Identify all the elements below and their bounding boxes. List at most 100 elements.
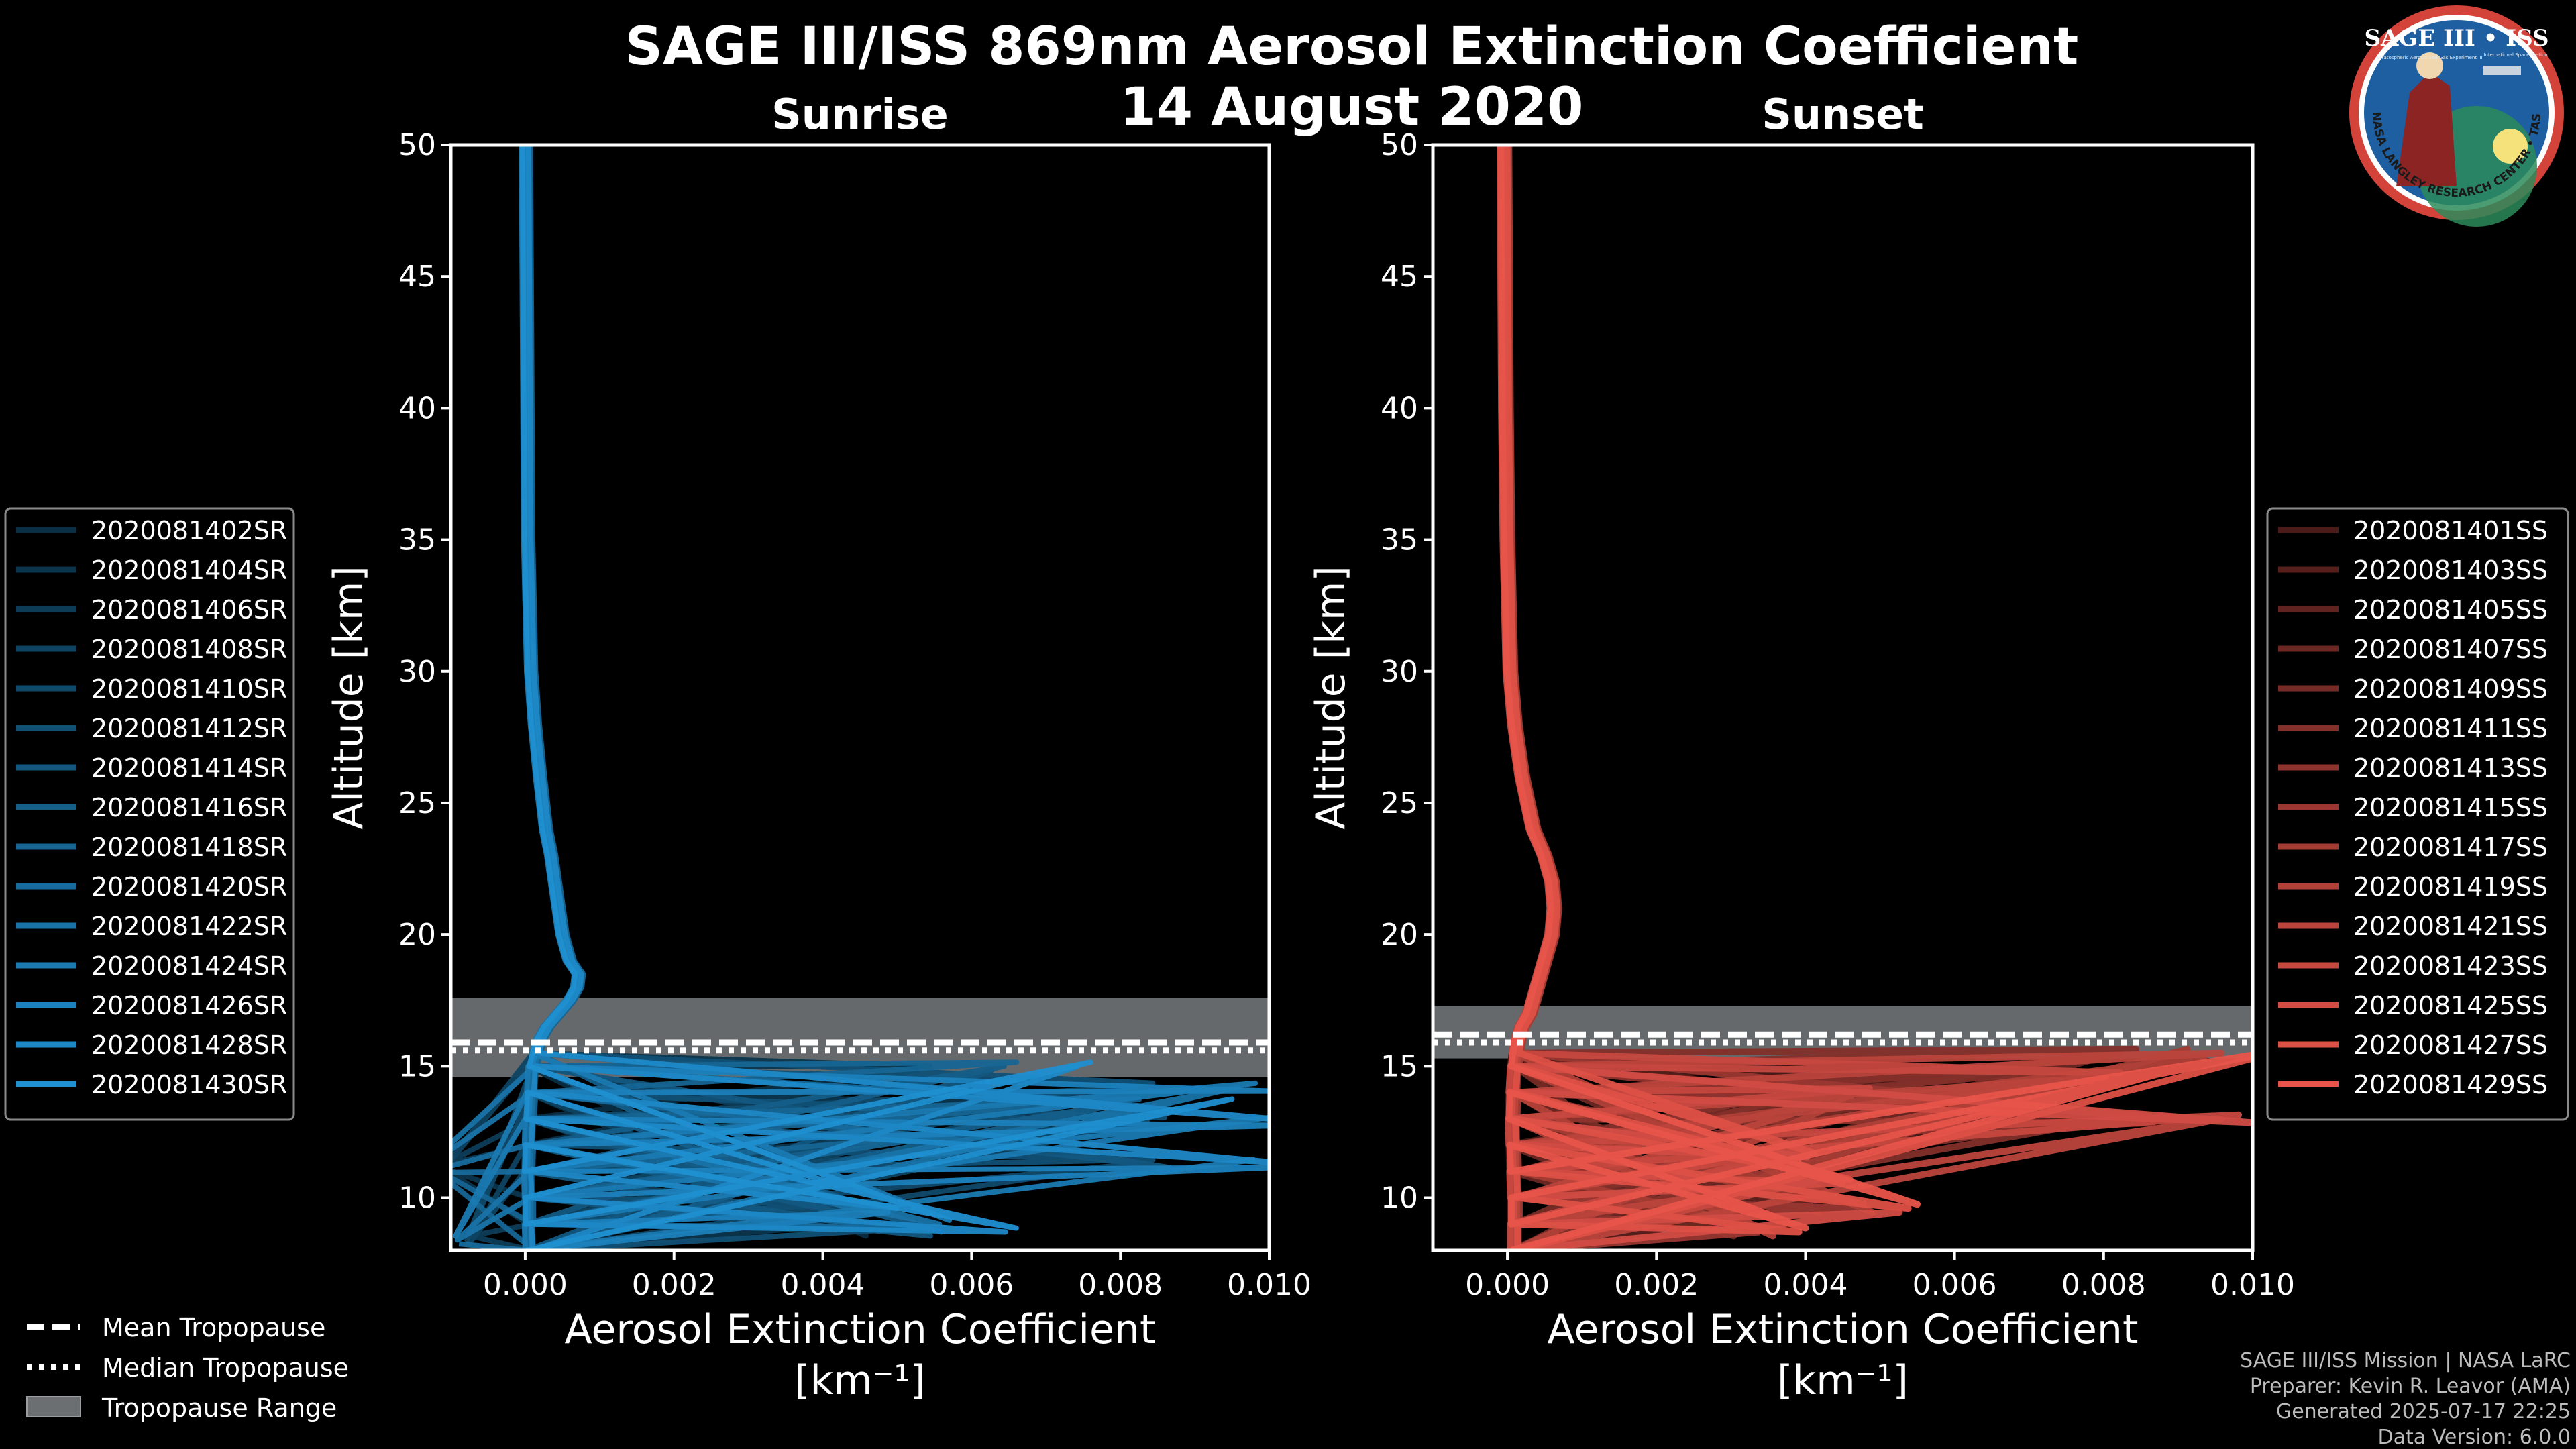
legend-label: 2020081404SR xyxy=(91,555,287,585)
y-tick-label: 15 xyxy=(398,1049,436,1083)
x-tick-label: 0.004 xyxy=(1763,1268,1847,1302)
sunrise-panel: Sunrise 10 15 20 25 30 35 40 45 50 0.000 0.002 0.004… xyxy=(325,90,1311,1404)
chart-title-line2: 14 August 2020 xyxy=(1120,77,1584,138)
logo-figure-head xyxy=(2416,52,2443,79)
logo-sun xyxy=(2493,129,2528,164)
y-tick-label: 35 xyxy=(1381,523,1418,557)
legend-label: 2020081418SR xyxy=(91,833,287,862)
x-tick-label: 0.010 xyxy=(1227,1268,1311,1302)
x-axis-units: [km⁻¹] xyxy=(794,1357,926,1404)
x-tick-label: 0.006 xyxy=(1913,1268,1997,1302)
sage-iii-iss-logo: SAGE III • ISS Stratospheric Aerosol and… xyxy=(2349,5,2564,227)
logo-figure-shape xyxy=(2396,72,2457,186)
legend-label: 2020081415SS xyxy=(2353,793,2548,822)
y-tick-label: 20 xyxy=(1381,918,1418,952)
sunrise-subtitle: Sunrise xyxy=(771,90,949,139)
x-tick-label: 0.000 xyxy=(483,1268,568,1302)
y-tick-label: 50 xyxy=(1381,128,1418,162)
logo-small-left: Stratospheric Aerosol and Gas Experiment… xyxy=(2377,55,2482,60)
y-tick-label: 40 xyxy=(1381,391,1418,425)
footer-preparer: Preparer: Kevin R. Leavor (AMA) xyxy=(2250,1375,2571,1398)
x-tick-label: 0.000 xyxy=(1465,1268,1550,1302)
mean-tropopause-legend-label: Mean Tropopause xyxy=(102,1313,325,1342)
legend-label: 2020081412SR xyxy=(91,714,287,743)
y-tick-label: 25 xyxy=(398,786,436,820)
profile-2020081430SR xyxy=(519,145,1235,1250)
legend-label: 2020081428SR xyxy=(91,1030,287,1060)
legend-label: 2020081402SR xyxy=(91,516,287,545)
x-axis-units: [km⁻¹] xyxy=(1777,1357,1909,1404)
legend-label: 2020081430SR xyxy=(91,1070,287,1099)
median-tropopause-legend-label: Median Tropopause xyxy=(102,1353,349,1383)
logo-small-right: International Space Station xyxy=(2483,52,2547,58)
x-tick-label: 0.004 xyxy=(781,1268,865,1302)
legend-label: 2020081419SS xyxy=(2353,872,2548,902)
tropopause-range-legend-patch xyxy=(26,1396,81,1417)
y-tick-label: 10 xyxy=(1381,1181,1418,1216)
legend-label: 2020081422SR xyxy=(91,912,287,941)
y-tick-label: 10 xyxy=(398,1181,436,1216)
chart-title-line1: SAGE III/ISS 869nm Aerosol Extinction Co… xyxy=(625,17,2079,77)
legend-label: 2020081411SS xyxy=(2353,714,2548,743)
legend-label: 2020081421SS xyxy=(2353,912,2548,941)
x-tick-label: 0.008 xyxy=(1078,1268,1163,1302)
legend-label: 2020081401SS xyxy=(2353,516,2548,545)
profile-lines xyxy=(451,145,1269,1250)
profile-2020081428SR xyxy=(526,145,1269,1250)
legend-label: 2020081409SS xyxy=(2353,674,2548,704)
sunset-panel: Sunset 10 15 20 25 30 35 40 45 50 0.000 0.002 0.004 0… xyxy=(1307,90,2295,1404)
x-axis-label: Aerosol Extinction Coefficient xyxy=(1548,1306,2139,1353)
footer-version: Data Version: 6.0.0 xyxy=(2378,1426,2571,1449)
legend-label: 2020081413SS xyxy=(2353,753,2548,783)
x-tick-label: 0.010 xyxy=(2210,1268,2295,1302)
y-tick-label: 45 xyxy=(1381,260,1418,294)
profile-2020081429SS xyxy=(1497,145,2253,1250)
legend-label: 2020081423SS xyxy=(2353,951,2548,981)
y-tick-label: 30 xyxy=(1381,655,1418,689)
legend-label: 2020081427SS xyxy=(2353,1030,2548,1060)
legend-label: 2020081429SS xyxy=(2353,1070,2548,1099)
y-axis-label: Altitude [km] xyxy=(1307,566,1354,830)
y-tick-label: 40 xyxy=(398,391,436,425)
logo-space-station xyxy=(2483,66,2521,75)
x-tick-label: 0.006 xyxy=(929,1268,1014,1302)
legend-label: 2020081403SS xyxy=(2353,555,2548,585)
x-axis-label: Aerosol Extinction Coefficient xyxy=(565,1306,1156,1353)
profile-lines xyxy=(1497,145,2253,1250)
legend-box xyxy=(4,507,295,1121)
plot-frame xyxy=(449,143,1271,1252)
footer-mission: SAGE III/ISS Mission | NASA LaRC xyxy=(2240,1349,2571,1373)
logo-title-text: SAGE III • ISS xyxy=(2364,25,2548,52)
footer-generated: Generated 2025-07-17 22:25 xyxy=(2276,1400,2571,1424)
y-tick-label: 35 xyxy=(398,523,436,557)
sunrise-legend: 2020081402SR 2020081404SR 2020081406SR 2020… xyxy=(4,507,295,1121)
footer-credits: SAGE III/ISS Mission | NASA LaRC Prepare… xyxy=(2240,1349,2571,1449)
legend-label: 2020081405SS xyxy=(2353,595,2548,625)
tropopause-legend: Mean Tropopause Median Tropopause Tropop… xyxy=(26,1313,349,1423)
y-tick-label: 20 xyxy=(398,918,436,952)
legend-label: 2020081417SS xyxy=(2353,833,2548,862)
y-tick-label: 25 xyxy=(1381,786,1418,820)
legend-label: 2020081406SR xyxy=(91,595,287,625)
legend-box xyxy=(2266,507,2569,1121)
x-tick-label: 0.002 xyxy=(632,1268,716,1302)
legend-label: 2020081426SR xyxy=(91,991,287,1020)
tropopause-range-legend-label: Tropopause Range xyxy=(101,1393,337,1423)
x-tick-label: 0.008 xyxy=(2061,1268,2146,1302)
plot-frame xyxy=(1431,143,2255,1252)
y-tick-label: 30 xyxy=(398,655,436,689)
y-tick-label: 45 xyxy=(398,260,436,294)
sunset-subtitle: Sunset xyxy=(1762,90,1924,139)
x-tick-label: 0.002 xyxy=(1614,1268,1699,1302)
legend-label: 2020081408SR xyxy=(91,635,287,664)
y-tick-label: 50 xyxy=(398,128,436,162)
legend-label: 2020081425SS xyxy=(2353,991,2548,1020)
y-tick-label: 15 xyxy=(1381,1049,1418,1083)
y-axis-label: Altitude [km] xyxy=(325,566,372,830)
legend-label: 2020081414SR xyxy=(91,753,287,783)
legend-label: 2020081420SR xyxy=(91,872,287,902)
legend-label: 2020081416SR xyxy=(91,793,287,822)
legend-label: 2020081407SS xyxy=(2353,635,2548,664)
sunset-legend: 2020081401SS 2020081403SS 2020081405SS 2020… xyxy=(2266,507,2569,1121)
